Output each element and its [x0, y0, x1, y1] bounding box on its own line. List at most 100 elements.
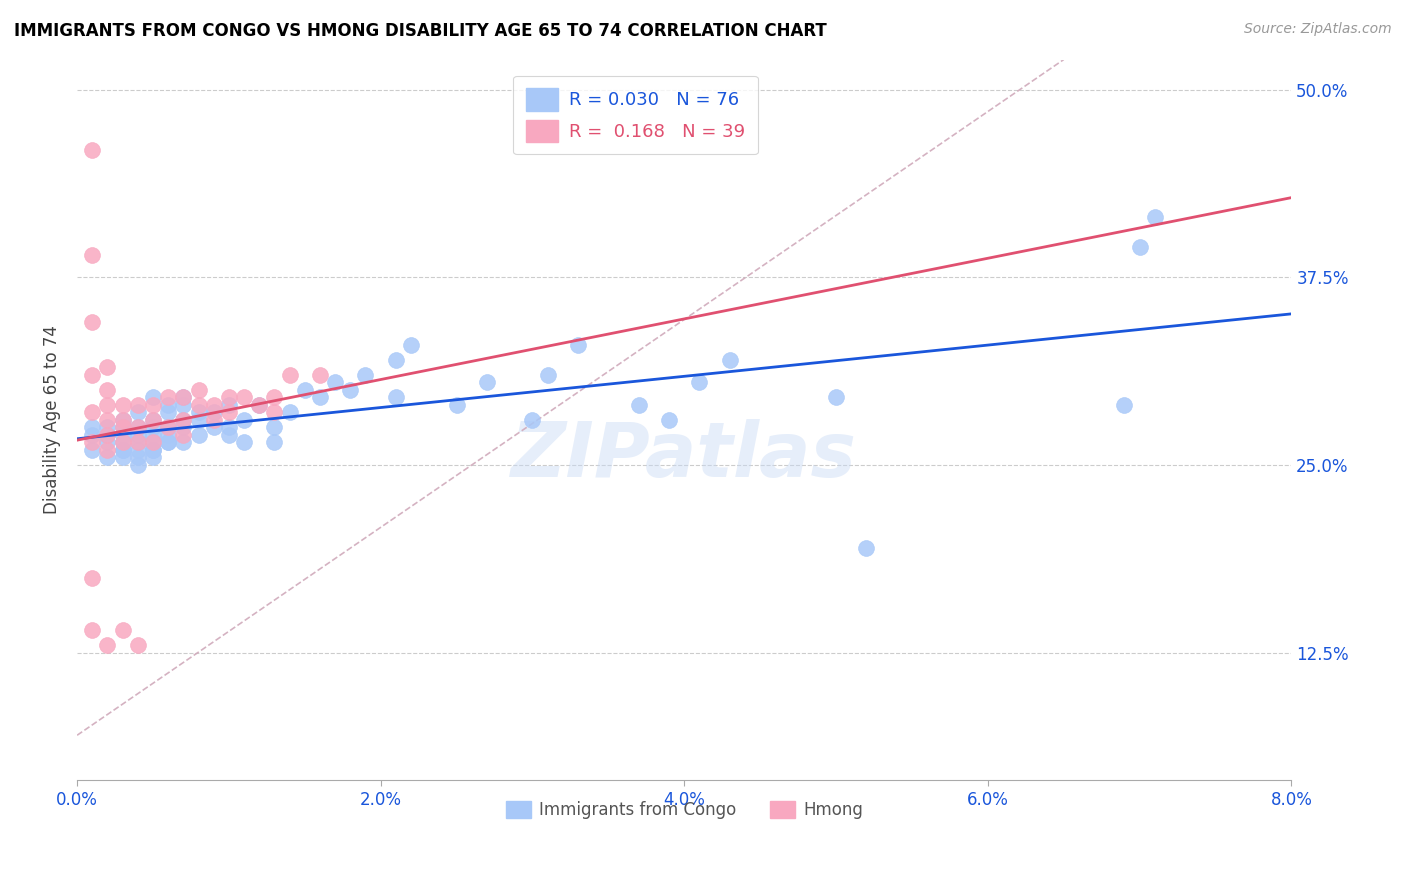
Point: [96, 435, 118, 450]
Point: [399, 338, 422, 352]
Point: [263, 405, 285, 419]
Point: [142, 428, 165, 442]
Point: [111, 623, 134, 637]
Point: [142, 435, 165, 450]
Point: [202, 413, 225, 427]
Point: [263, 435, 285, 450]
Point: [111, 450, 134, 465]
Legend: Immigrants from Congo, Hmong: Immigrants from Congo, Hmong: [499, 795, 869, 826]
Point: [202, 420, 225, 434]
Point: [294, 383, 316, 397]
Point: [111, 435, 134, 450]
Point: [127, 435, 149, 450]
Point: [82, 442, 104, 457]
Point: [278, 405, 301, 419]
Point: [82, 420, 104, 434]
Point: [172, 398, 194, 412]
Point: [157, 435, 180, 450]
Point: [218, 398, 240, 412]
Point: [157, 435, 180, 450]
Point: [567, 338, 589, 352]
Point: [127, 428, 149, 442]
Point: [233, 391, 256, 405]
Point: [82, 428, 104, 442]
Point: [233, 413, 256, 427]
Point: [82, 405, 104, 419]
Point: [202, 405, 225, 419]
Point: [127, 442, 149, 457]
Point: [247, 398, 270, 412]
Point: [339, 383, 361, 397]
Point: [157, 405, 180, 419]
Point: [111, 442, 134, 457]
Point: [142, 420, 165, 434]
Point: [111, 413, 134, 427]
Point: [142, 442, 165, 457]
Point: [172, 391, 194, 405]
Point: [187, 428, 209, 442]
Point: [111, 442, 134, 457]
Point: [96, 413, 118, 427]
Point: [82, 143, 104, 157]
Point: [172, 391, 194, 405]
Point: [825, 391, 848, 405]
Point: [142, 413, 165, 427]
Text: IMMIGRANTS FROM CONGO VS HMONG DISABILITY AGE 65 TO 74 CORRELATION CHART: IMMIGRANTS FROM CONGO VS HMONG DISABILIT…: [14, 22, 827, 40]
Point: [309, 368, 332, 382]
Point: [142, 442, 165, 457]
Point: [82, 368, 104, 382]
Point: [688, 376, 710, 390]
Point: [354, 368, 377, 382]
Point: [187, 398, 209, 412]
Point: [82, 435, 104, 450]
Point: [96, 383, 118, 397]
Point: [82, 623, 104, 637]
Point: [142, 398, 165, 412]
Point: [263, 420, 285, 434]
Point: [111, 435, 134, 450]
Point: [96, 360, 118, 375]
Point: [127, 420, 149, 434]
Point: [187, 405, 209, 419]
Point: [157, 420, 180, 434]
Point: [127, 450, 149, 465]
Point: [82, 571, 104, 585]
Point: [127, 458, 149, 472]
Text: ZIPatlas: ZIPatlas: [512, 419, 858, 493]
Point: [187, 413, 209, 427]
Point: [142, 435, 165, 450]
Point: [96, 450, 118, 465]
Point: [385, 391, 408, 405]
Text: Source: ZipAtlas.com: Source: ZipAtlas.com: [1244, 22, 1392, 37]
Point: [172, 413, 194, 427]
Point: [157, 428, 180, 442]
Point: [323, 376, 346, 390]
Point: [127, 405, 149, 419]
Point: [127, 638, 149, 652]
Point: [157, 398, 180, 412]
Point: [475, 376, 498, 390]
Point: [111, 428, 134, 442]
Point: [127, 420, 149, 434]
Point: [172, 420, 194, 434]
Point: [142, 413, 165, 427]
Point: [142, 391, 165, 405]
Point: [187, 383, 209, 397]
Point: [1114, 398, 1136, 412]
Point: [127, 398, 149, 412]
Point: [247, 398, 270, 412]
Point: [142, 450, 165, 465]
Point: [233, 435, 256, 450]
Point: [218, 428, 240, 442]
Point: [96, 398, 118, 412]
Point: [157, 391, 180, 405]
Point: [536, 368, 558, 382]
Point: [172, 413, 194, 427]
Point: [385, 352, 408, 367]
Point: [96, 638, 118, 652]
Point: [96, 428, 118, 442]
Point: [172, 428, 194, 442]
Point: [127, 435, 149, 450]
Point: [263, 391, 285, 405]
Point: [172, 435, 194, 450]
